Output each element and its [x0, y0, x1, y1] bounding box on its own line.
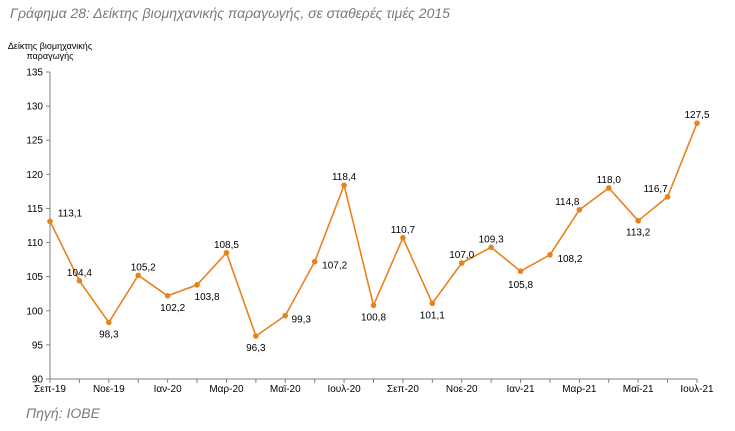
- data-label: 114,8: [555, 197, 580, 208]
- y-tick-label: 110: [27, 238, 43, 249]
- y-tick-label: 95: [32, 340, 44, 351]
- data-point: [605, 185, 612, 191]
- data-label: 118,4: [332, 172, 357, 183]
- x-tick-label: Ιαν-20: [154, 384, 182, 395]
- data-point: [370, 302, 377, 309]
- data-point: [194, 282, 200, 288]
- data-label: 107,0: [449, 250, 474, 261]
- y-tick-label: 90: [32, 375, 44, 386]
- data-label: 104,4: [67, 268, 92, 279]
- data-label: 113,2: [626, 228, 651, 239]
- x-tick-label: Ιουλ-20: [327, 384, 361, 395]
- data-label: 107,2: [322, 261, 347, 272]
- y-tick-label: 105: [26, 272, 43, 283]
- data-label: 127,5: [684, 110, 709, 121]
- data-point: [311, 258, 318, 265]
- data-label: 118,0: [597, 175, 622, 186]
- data-label: 100,8: [361, 312, 386, 323]
- source-note: Πηγή: ΙΟΒΕ: [26, 405, 100, 421]
- data-point: [488, 244, 494, 251]
- data-point: [400, 234, 406, 241]
- data-label: 116,7: [643, 184, 668, 195]
- data-point: [458, 260, 465, 266]
- y-axis-label: Δείκτης βιομηχανικής: [8, 41, 93, 51]
- data-label: 108,2: [557, 254, 582, 265]
- data-point: [664, 194, 671, 200]
- data-point: [164, 292, 171, 299]
- x-tick-label: Νοε-19: [93, 384, 125, 395]
- data-label: 99,3: [292, 315, 312, 326]
- x-tick-label: Ιαν-21: [507, 384, 535, 395]
- x-tick-label: Μαϊ-20: [270, 384, 301, 395]
- y-tick-label: 115: [27, 204, 43, 215]
- data-point: [341, 182, 347, 189]
- data-label: 110,7: [391, 225, 416, 236]
- data-point: [253, 333, 259, 339]
- chart-title: Γράφημα 28: Δείκτης βιομηχανικής παραγωγ…: [10, 5, 450, 21]
- data-point: [547, 252, 553, 258]
- data-label: 102,2: [160, 303, 185, 314]
- x-tick-label: Μαρ-20: [209, 384, 244, 395]
- x-tick-label: Νοε-20: [446, 384, 478, 395]
- data-point: [282, 312, 289, 319]
- y-tick-label: 100: [26, 306, 43, 317]
- x-tick-label: Σεπ-20: [387, 384, 419, 395]
- data-point: [76, 277, 83, 284]
- data-point: [517, 268, 524, 275]
- y-tick-label: 135: [26, 68, 43, 79]
- x-tick-label: Μαϊ-21: [623, 384, 654, 395]
- data-label: 105,2: [131, 262, 156, 273]
- x-tick-label: Ιουλ-21: [680, 384, 714, 395]
- y-tick-label: 125: [26, 136, 43, 147]
- data-label: 98,3: [99, 329, 119, 340]
- data-point: [223, 249, 230, 256]
- x-tick-label: Σεπ-19: [34, 384, 66, 395]
- data-point: [106, 319, 112, 326]
- data-point: [47, 218, 53, 225]
- data-point: [135, 272, 142, 279]
- data-label: 113,1: [58, 208, 83, 219]
- data-label: 96,3: [246, 343, 266, 354]
- y-axis-label: παραγωγής: [27, 51, 75, 61]
- data-point: [635, 217, 641, 224]
- y-tick-label: 130: [26, 102, 43, 113]
- y-tick-label: 120: [26, 170, 43, 181]
- data-label: 103,8: [195, 292, 220, 303]
- data-label: 101,1: [420, 310, 445, 321]
- data-point: [429, 300, 436, 307]
- data-label: 108,5: [214, 240, 239, 251]
- x-tick-label: Μαρ-21: [562, 384, 597, 395]
- data-point: [576, 207, 583, 213]
- data-label: 109,3: [479, 234, 504, 245]
- data-label: 105,8: [508, 280, 533, 291]
- data-point: [694, 120, 700, 126]
